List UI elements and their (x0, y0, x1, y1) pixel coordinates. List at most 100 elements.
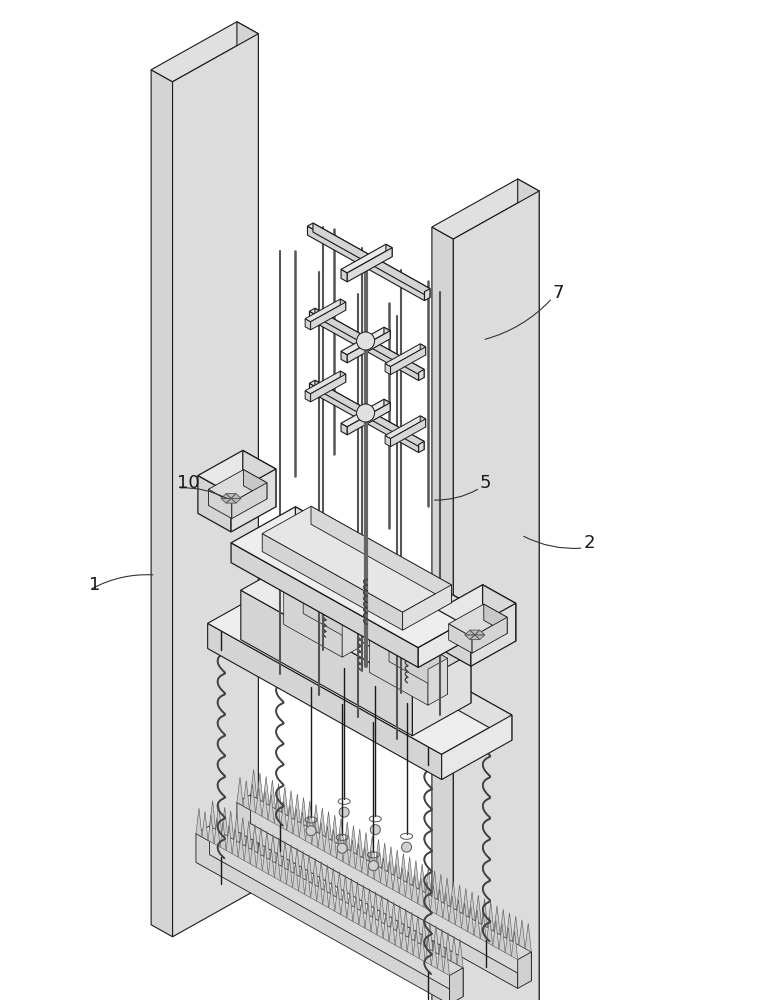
Polygon shape (383, 913, 389, 942)
Polygon shape (439, 929, 445, 958)
Polygon shape (256, 788, 262, 816)
Polygon shape (344, 822, 350, 851)
Text: 5: 5 (480, 474, 492, 492)
Polygon shape (198, 450, 276, 494)
Polygon shape (486, 917, 492, 946)
Polygon shape (310, 308, 424, 372)
Polygon shape (173, 34, 258, 937)
Polygon shape (384, 399, 391, 411)
Polygon shape (324, 826, 331, 855)
Circle shape (356, 332, 374, 350)
Polygon shape (470, 635, 480, 640)
Polygon shape (405, 871, 412, 900)
Polygon shape (275, 783, 282, 812)
Polygon shape (250, 784, 256, 813)
Polygon shape (451, 936, 457, 964)
Polygon shape (214, 818, 220, 847)
Polygon shape (310, 374, 345, 402)
Polygon shape (413, 860, 419, 889)
Polygon shape (208, 584, 512, 754)
Polygon shape (341, 889, 347, 918)
Polygon shape (151, 70, 173, 937)
Polygon shape (443, 947, 450, 975)
Polygon shape (391, 419, 426, 447)
Polygon shape (474, 910, 480, 939)
Polygon shape (231, 543, 419, 667)
Polygon shape (499, 924, 505, 953)
Polygon shape (360, 885, 366, 914)
Polygon shape (208, 623, 442, 780)
Polygon shape (342, 610, 362, 657)
Polygon shape (319, 808, 325, 837)
Polygon shape (408, 912, 415, 941)
Polygon shape (369, 836, 375, 865)
Polygon shape (426, 937, 431, 965)
Polygon shape (231, 494, 241, 498)
Polygon shape (323, 879, 329, 908)
Polygon shape (294, 794, 300, 823)
Polygon shape (472, 617, 507, 653)
Polygon shape (268, 849, 275, 877)
Polygon shape (424, 882, 430, 911)
Polygon shape (391, 902, 397, 931)
Polygon shape (282, 841, 288, 870)
Polygon shape (475, 895, 482, 924)
Polygon shape (312, 858, 318, 887)
Polygon shape (386, 244, 392, 257)
Polygon shape (318, 823, 324, 851)
Polygon shape (379, 895, 384, 924)
Polygon shape (341, 244, 392, 273)
Polygon shape (403, 909, 408, 937)
Polygon shape (278, 584, 512, 740)
Polygon shape (513, 916, 519, 945)
Polygon shape (286, 859, 293, 888)
Polygon shape (469, 892, 475, 921)
Polygon shape (480, 913, 486, 942)
Polygon shape (264, 831, 270, 860)
Polygon shape (384, 327, 391, 339)
Polygon shape (511, 931, 517, 960)
Polygon shape (244, 835, 251, 864)
Polygon shape (415, 915, 421, 944)
Polygon shape (331, 868, 336, 897)
Polygon shape (268, 795, 275, 823)
Polygon shape (232, 483, 267, 519)
Polygon shape (350, 825, 356, 854)
Polygon shape (246, 821, 252, 850)
Polygon shape (336, 872, 342, 900)
Polygon shape (407, 927, 413, 955)
Polygon shape (432, 227, 454, 1000)
Polygon shape (237, 795, 531, 960)
Polygon shape (363, 832, 369, 861)
Polygon shape (340, 299, 345, 310)
Polygon shape (340, 371, 345, 382)
Polygon shape (305, 371, 345, 394)
Polygon shape (275, 852, 280, 881)
Circle shape (369, 861, 378, 871)
Polygon shape (387, 846, 394, 875)
Polygon shape (468, 906, 474, 935)
Polygon shape (385, 363, 391, 375)
Polygon shape (444, 878, 450, 907)
Polygon shape (464, 635, 475, 640)
Polygon shape (432, 871, 438, 900)
Polygon shape (307, 801, 313, 830)
Polygon shape (240, 817, 246, 846)
Polygon shape (198, 476, 231, 532)
Polygon shape (421, 919, 427, 948)
Polygon shape (226, 494, 236, 498)
Polygon shape (300, 851, 307, 880)
Circle shape (306, 826, 316, 836)
Text: 10: 10 (177, 474, 200, 492)
Polygon shape (310, 302, 345, 330)
Polygon shape (233, 814, 240, 843)
Polygon shape (407, 857, 413, 886)
Polygon shape (494, 906, 500, 935)
Polygon shape (353, 896, 359, 925)
Polygon shape (391, 347, 426, 375)
Polygon shape (288, 790, 294, 819)
Polygon shape (231, 507, 482, 648)
Polygon shape (318, 861, 324, 890)
Polygon shape (438, 610, 471, 666)
Polygon shape (237, 802, 517, 988)
